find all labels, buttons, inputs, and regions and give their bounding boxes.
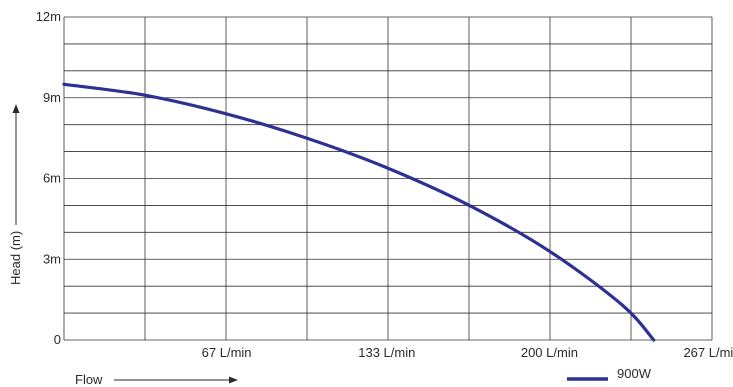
x-axis-title: Flow xyxy=(75,372,238,387)
x-axis-arrow-head xyxy=(229,376,238,384)
chart-grid xyxy=(63,16,713,341)
series-line-900w xyxy=(62,82,656,342)
legend: 900W xyxy=(567,366,652,381)
y-axis-title: Head (m) xyxy=(8,104,23,285)
y-axis-ticks: 0 3m 6m 9m 12m xyxy=(36,9,61,347)
legend-label-900w: 900W xyxy=(617,366,652,381)
y-tick-label: 9m xyxy=(43,90,61,105)
y-tick-label: 6m xyxy=(43,171,61,186)
x-tick-label: 67 L/min xyxy=(202,345,252,360)
y-tick-label: 3m xyxy=(43,251,61,266)
y-axis-arrow-head xyxy=(12,104,20,113)
x-tick-label: 267 L/min xyxy=(683,345,733,360)
x-tick-label: 133 L/min xyxy=(358,345,415,360)
y-tick-label: 0 xyxy=(54,332,61,347)
x-axis-ticks: 67 L/min 133 L/min 200 L/min 267 L/min xyxy=(202,345,733,360)
x-tick-label: 200 L/min xyxy=(521,345,578,360)
x-axis-label: Flow xyxy=(75,372,103,387)
series-layer xyxy=(62,82,656,342)
y-axis-label: Head (m) xyxy=(8,231,23,285)
y-tick-label: 12m xyxy=(36,9,61,24)
